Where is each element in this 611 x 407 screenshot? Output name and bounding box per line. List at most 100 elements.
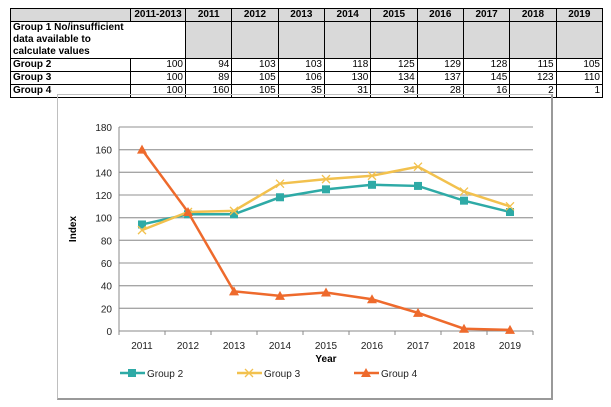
data-table: 2011-2013 2011 2012 2013 2014 2015 2016 2017 201… <box>10 8 604 98</box>
x-tick-label: 2018 <box>453 341 476 352</box>
y-tick-label: 120 <box>95 191 112 202</box>
data-point-group-4 <box>183 207 193 216</box>
table-cell: 110 <box>555 71 604 85</box>
data-point-group-3 <box>275 179 285 189</box>
table-cell: 105 <box>231 71 279 85</box>
data-point-group-3 <box>321 174 331 184</box>
y-axis-title: Index <box>68 216 79 243</box>
table-cell: 137 <box>416 71 464 85</box>
table-cell: 125 <box>370 58 418 72</box>
column-header <box>10 8 131 22</box>
x-axis-title: Year <box>315 354 336 365</box>
table-row: Group 3 100 89 105 106 130 134 137 145 123 110 <box>10 71 604 85</box>
chart: 0 20 40 60 80 100 120 140 160 180 2011 2012 2013 2014… <box>57 94 553 400</box>
data-point-group-4 <box>321 287 331 297</box>
legend-label-group-4: Group 4 <box>381 369 418 380</box>
header-row: 2011-2013 2011 2012 2013 2014 2015 2016 2017 201… <box>10 8 604 22</box>
data-point-group-4 <box>459 323 469 333</box>
y-tick-label: 140 <box>95 168 112 179</box>
data-point-group-2 <box>230 210 238 219</box>
data-point-group-2 <box>276 193 284 202</box>
column-header: 2012 <box>231 8 279 22</box>
data-point-group-2 <box>322 185 330 194</box>
empty-cell <box>231 21 279 59</box>
table-row: Group 1 No/insufficient data available t… <box>10 21 604 59</box>
column-header: 2016 <box>416 8 464 22</box>
row-label: Group 1 No/insufficient data available t… <box>10 21 131 59</box>
column-header: 2011 <box>184 8 233 22</box>
data-point-group-2 <box>414 181 422 190</box>
column-header: 2014 <box>323 8 372 22</box>
table-cell: 103 <box>277 58 325 72</box>
data-point-group-3 <box>413 162 423 172</box>
data-point-group-3 <box>367 171 377 181</box>
empty-cell <box>555 21 604 59</box>
empty-cell <box>462 21 511 59</box>
table-cell: 134 <box>370 71 418 85</box>
legend-marker-group-3 <box>244 368 254 378</box>
empty-cell <box>416 21 464 59</box>
x-tick-label: 2017 <box>407 341 430 352</box>
legend-marker-group-2 <box>128 369 136 377</box>
column-header: 2017 <box>462 8 511 22</box>
data-point-group-2 <box>368 180 376 189</box>
table-cell: 94 <box>184 58 233 72</box>
column-header: 2019 <box>555 8 604 22</box>
data-point-group-3 <box>459 187 469 197</box>
x-tick-label: 2014 <box>269 341 292 352</box>
table-cell: 100 <box>130 58 186 72</box>
data-point-group-2 <box>460 196 468 205</box>
y-tick-label: 60 <box>101 259 113 270</box>
table-cell: 105 <box>555 58 604 72</box>
table-cell: 89 <box>184 71 233 85</box>
legend-marker-group-4 <box>361 368 371 377</box>
empty-cell <box>130 21 186 59</box>
y-tick-label: 100 <box>95 214 112 225</box>
data-point-group-3 <box>229 206 239 216</box>
empty-cell <box>323 21 372 59</box>
empty-cell <box>184 21 233 59</box>
column-header: 2018 <box>509 8 557 22</box>
y-tick-label: 0 <box>106 327 112 338</box>
y-tick-label: 180 <box>95 123 112 134</box>
table-cell: 128 <box>462 58 511 72</box>
data-point-group-4 <box>229 286 239 296</box>
y-tick-label: 20 <box>101 304 113 315</box>
table-cell: 130 <box>323 71 372 85</box>
line-chart-svg: 0 20 40 60 80 100 120 140 160 180 2011 2012 2013 2014… <box>68 123 534 380</box>
x-tick-label: 2016 <box>361 341 384 352</box>
data-point-group-4 <box>275 290 285 300</box>
data-point-group-4 <box>413 307 423 317</box>
table-cell: 106 <box>277 71 325 85</box>
data-point-group-3 <box>505 201 515 211</box>
data-point-group-4 <box>367 294 377 304</box>
column-header: 2011-2013 <box>130 8 186 22</box>
data-point-group-4 <box>137 144 147 154</box>
empty-cell <box>370 21 418 59</box>
y-tick-label: 160 <box>95 146 112 157</box>
x-tick-label: 2011 <box>131 341 153 352</box>
legend-label-group-2: Group 2 <box>147 369 184 380</box>
column-header: 2013 <box>277 8 325 22</box>
table-cell: 1 <box>555 84 604 98</box>
empty-cell <box>277 21 325 59</box>
table-cell: 123 <box>509 71 557 85</box>
table-cell: 115 <box>509 58 557 72</box>
table-cell: 100 <box>130 71 186 85</box>
table-cell: 145 <box>462 71 511 85</box>
table-cell: 103 <box>231 58 279 72</box>
x-tick-label: 2019 <box>499 341 522 352</box>
y-tick-label: 80 <box>101 236 113 247</box>
table-row: Group 2 100 94 103 103 118 125 129 128 115 105 <box>10 58 604 72</box>
table-cell: 118 <box>323 58 372 72</box>
data-point-group-2 <box>506 208 514 216</box>
row-label: Group 2 <box>10 58 131 72</box>
x-tick-label: 2012 <box>177 341 200 352</box>
empty-cell <box>509 21 557 59</box>
data-point-group-3 <box>137 225 147 235</box>
data-point-group-2 <box>138 220 146 229</box>
column-header: 2015 <box>370 8 418 22</box>
y-tick-label: 40 <box>101 282 113 293</box>
legend-label-group-3: Group 3 <box>264 369 301 380</box>
x-tick-label: 2013 <box>223 341 246 352</box>
